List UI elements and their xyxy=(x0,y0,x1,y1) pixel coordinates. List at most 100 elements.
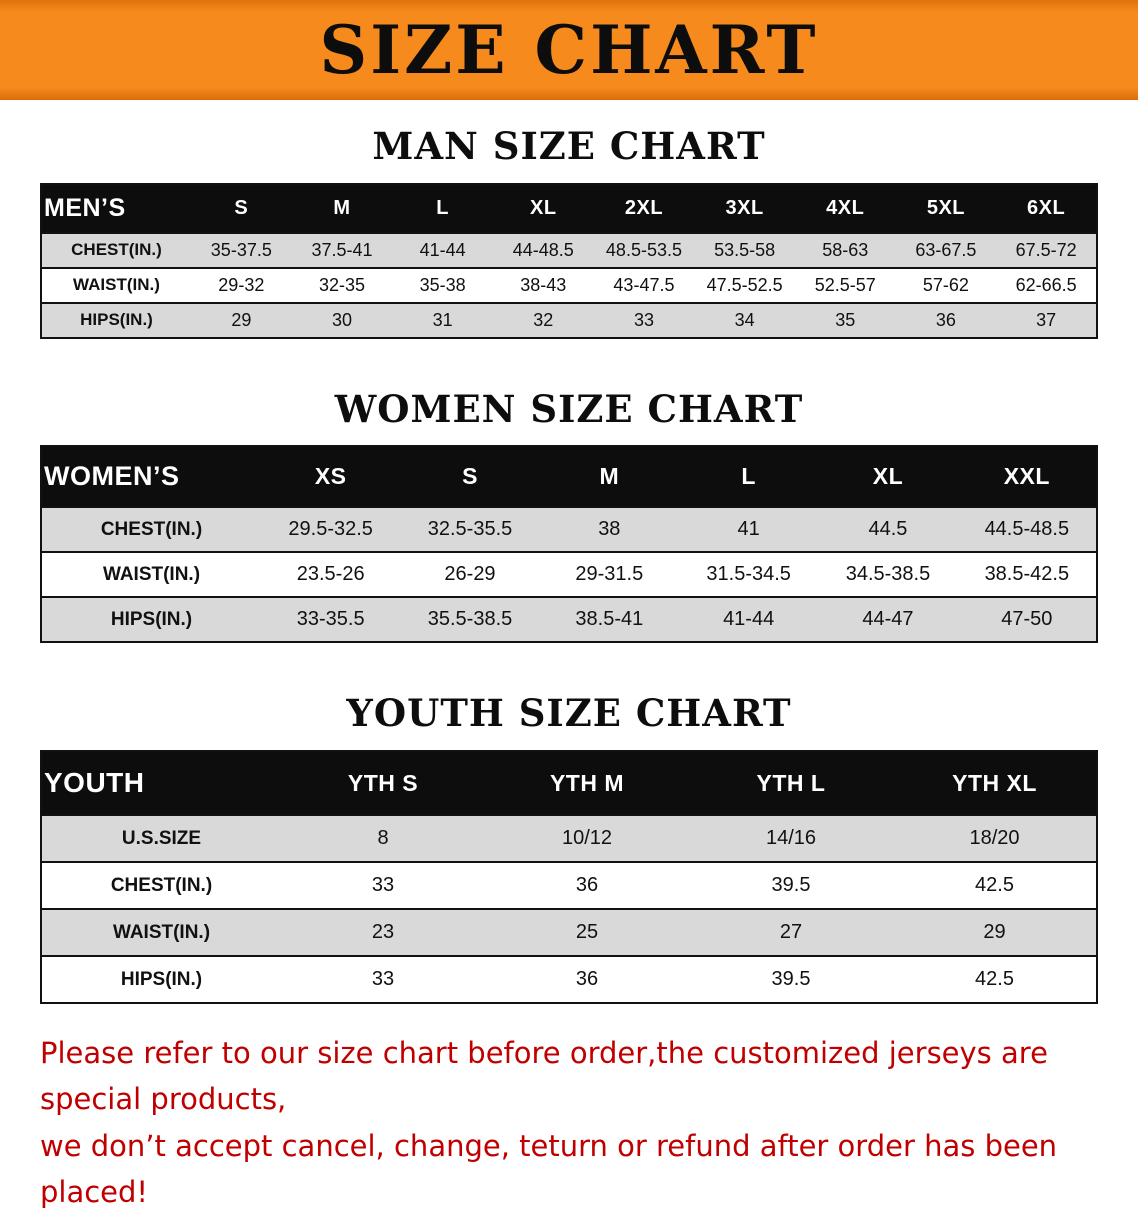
size-value-cell: 27 xyxy=(689,908,893,957)
row-label: CHEST(IN.) xyxy=(41,861,281,910)
size-value-cell: 35-38 xyxy=(392,266,493,303)
column-header: XXL xyxy=(957,446,1097,508)
size-value-cell: 32-35 xyxy=(291,266,393,303)
table-row: WAIST(IN.) 23.5-26 26-29 29-31.5 31.5-34.5 34… xyxy=(41,551,1097,598)
size-value-cell: 41-44 xyxy=(678,596,819,643)
size-value-cell: 39.5 xyxy=(689,861,893,910)
size-value-cell: 67.5-72 xyxy=(996,231,1097,268)
size-value-cell: 41-44 xyxy=(392,231,493,268)
column-header: YTH L xyxy=(689,751,893,816)
size-value-cell: 29 xyxy=(191,301,292,338)
size-value-cell: 63-67.5 xyxy=(895,231,997,268)
size-value-cell: 29 xyxy=(893,908,1097,957)
column-header: YTH M xyxy=(485,751,689,816)
size-value-cell: 35-37.5 xyxy=(191,231,292,268)
mens-size-table: MEN’S S M L XL 2XL 3XL 4XL 5XL 6XL CHEST(IN.) 35-37… xyxy=(40,182,1098,339)
column-header: 6XL xyxy=(996,183,1097,233)
size-value-cell: 33 xyxy=(281,861,485,910)
column-header: 5XL xyxy=(895,183,997,233)
size-value-cell: 37.5-41 xyxy=(291,231,393,268)
column-header: 4XL xyxy=(794,183,896,233)
disclaimer-line-2: we don’t accept cancel, change, teturn o… xyxy=(40,1128,1058,1210)
size-value-cell: 29.5-32.5 xyxy=(261,506,401,553)
size-value-cell: 35.5-38.5 xyxy=(400,596,540,643)
size-value-cell: 48.5-53.5 xyxy=(593,231,695,268)
row-label: WAIST(IN.) xyxy=(41,908,281,957)
table-row: HIPS(IN.) 33 36 39.5 42.5 xyxy=(41,955,1097,1004)
size-value-cell: 23 xyxy=(281,908,485,957)
column-header: L xyxy=(678,446,819,508)
size-value-cell: 33-35.5 xyxy=(261,596,401,643)
size-value-cell: 35 xyxy=(794,301,896,338)
size-value-cell: 23.5-26 xyxy=(261,551,401,598)
column-header: XL xyxy=(818,446,958,508)
size-value-cell: 44.5 xyxy=(818,506,958,553)
column-header: YTH S xyxy=(281,751,485,816)
size-value-cell: 44-47 xyxy=(818,596,958,643)
size-value-cell: 33 xyxy=(593,301,695,338)
size-value-cell: 29-32 xyxy=(191,266,292,303)
column-header: 2XL xyxy=(593,183,695,233)
size-value-cell: 14/16 xyxy=(689,814,893,863)
size-value-cell: 47.5-52.5 xyxy=(694,266,795,303)
disclaimer-text: Please refer to our size chart before or… xyxy=(40,1030,1108,1216)
size-value-cell: 38.5-42.5 xyxy=(957,551,1097,598)
table-row: U.S.SIZE 8 10/12 14/16 18/20 xyxy=(41,814,1097,863)
column-header: S xyxy=(191,183,292,233)
table-corner-label: MEN’S xyxy=(41,183,191,233)
column-header: XS xyxy=(261,446,401,508)
table-corner-label: YOUTH xyxy=(41,751,281,816)
size-value-cell: 26-29 xyxy=(400,551,540,598)
size-value-cell: 41 xyxy=(678,506,819,553)
column-header: XL xyxy=(492,183,594,233)
size-value-cell: 34 xyxy=(694,301,795,338)
youth-size-table: YOUTH YTH S YTH M YTH L YTH XL U.S.SIZE 8 10/12… xyxy=(40,750,1098,1005)
row-label: WAIST(IN.) xyxy=(41,551,261,598)
table-row: HIPS(IN.) 33-35.5 35.5-38.5 38.5-41 41-44 44-… xyxy=(41,596,1097,643)
row-label: CHEST(IN.) xyxy=(41,231,191,268)
row-label: HIPS(IN.) xyxy=(41,596,261,643)
size-value-cell: 36 xyxy=(485,861,689,910)
size-value-cell: 58-63 xyxy=(794,231,896,268)
mens-size-section: MAN SIZE CHART MEN’S S M L XL 2XL 3XL 4XL 5XL 6XL… xyxy=(0,126,1138,339)
size-value-cell: 44-48.5 xyxy=(492,231,594,268)
size-value-cell: 53.5-58 xyxy=(694,231,795,268)
size-value-cell: 42.5 xyxy=(893,955,1097,1004)
table-row: WAIST(IN.) 23 25 27 29 xyxy=(41,908,1097,957)
size-value-cell: 31.5-34.5 xyxy=(678,551,819,598)
column-header: 3XL xyxy=(694,183,795,233)
size-value-cell: 47-50 xyxy=(957,596,1097,643)
womens-size-table: WOMEN’S XS S M L XL XXL CHEST(IN.) 29.5-32.5 32.5… xyxy=(40,445,1098,644)
column-header: M xyxy=(291,183,393,233)
table-row: CHEST(IN.) 29.5-32.5 32.5-35.5 38 41 44.5 44.5… xyxy=(41,506,1097,553)
row-label: HIPS(IN.) xyxy=(41,955,281,1004)
row-label: CHEST(IN.) xyxy=(41,506,261,553)
size-value-cell: 57-62 xyxy=(895,266,997,303)
size-value-cell: 8 xyxy=(281,814,485,863)
size-value-cell: 18/20 xyxy=(893,814,1097,863)
table-row: HIPS(IN.) 29 30 31 32 33 34 35 36 37 xyxy=(41,301,1097,338)
size-value-cell: 32.5-35.5 xyxy=(400,506,540,553)
table-row: WAIST(IN.) 29-32 32-35 35-38 38-43 43-47.5 47.… xyxy=(41,266,1097,303)
size-chart-banner: SIZE CHART xyxy=(0,0,1138,100)
size-value-cell: 43-47.5 xyxy=(593,266,695,303)
row-label: HIPS(IN.) xyxy=(41,301,191,338)
size-value-cell: 44.5-48.5 xyxy=(957,506,1097,553)
size-value-cell: 39.5 xyxy=(689,955,893,1004)
youth-section-heading: YOUTH SIZE CHART xyxy=(346,691,792,736)
table-row: CHEST(IN.) 33 36 39.5 42.5 xyxy=(41,861,1097,910)
page-title: SIZE CHART xyxy=(319,11,819,89)
size-value-cell: 37 xyxy=(996,301,1097,338)
size-value-cell: 32 xyxy=(492,301,594,338)
column-header: S xyxy=(400,446,540,508)
size-value-cell: 52.5-57 xyxy=(794,266,896,303)
disclaimer-line-1: Please refer to our size chart before or… xyxy=(40,1036,1048,1117)
womens-section-heading: WOMEN SIZE CHART xyxy=(334,386,804,431)
disclaimer-footer: Please refer to our size chart before or… xyxy=(0,1030,1138,1216)
row-label: WAIST(IN.) xyxy=(41,266,191,303)
size-value-cell: 42.5 xyxy=(893,861,1097,910)
size-value-cell: 33 xyxy=(281,955,485,1004)
table-corner-label: WOMEN’S xyxy=(41,446,261,508)
size-value-cell: 38-43 xyxy=(492,266,594,303)
